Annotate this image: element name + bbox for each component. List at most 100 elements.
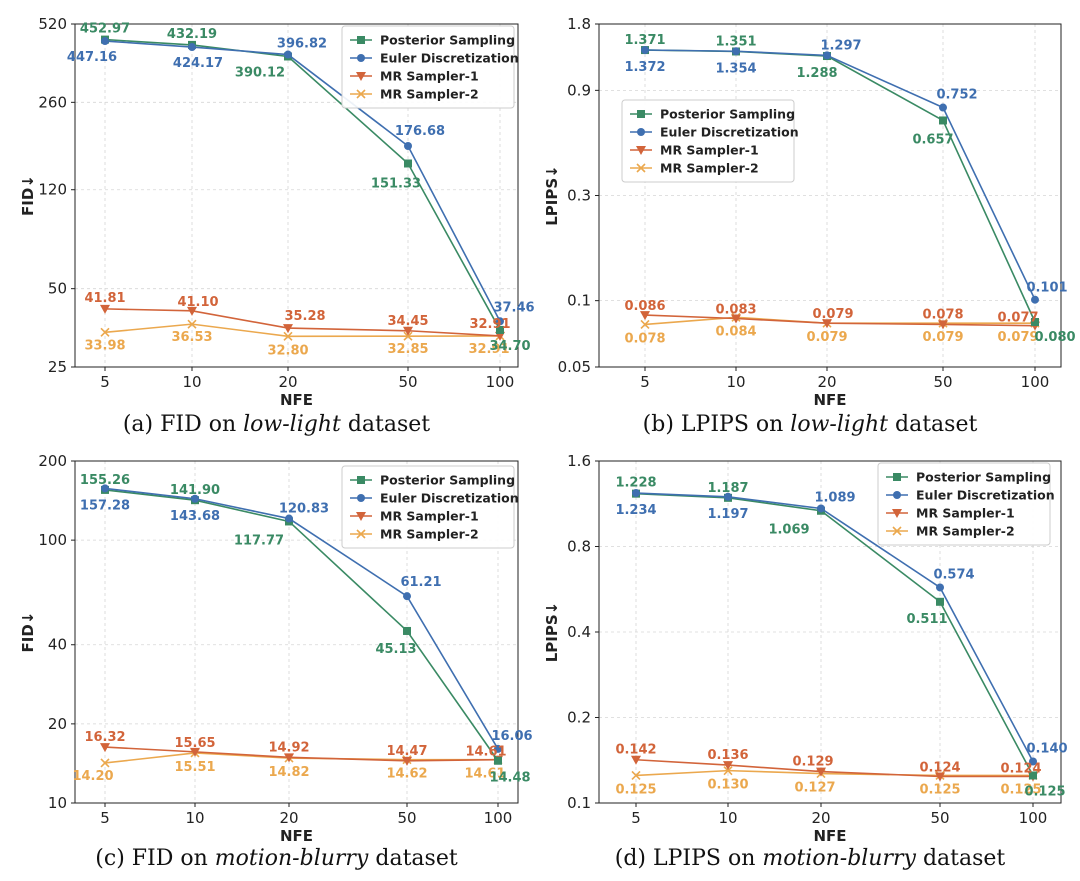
data-point-euler — [823, 51, 831, 60]
data-point-euler — [284, 50, 292, 59]
data-label-euler: 1.197 — [707, 507, 748, 522]
legend: Posterior Sampling Euler Discretization MR… — [341, 25, 519, 109]
caption-suffix: dataset — [888, 412, 977, 437]
data-point-mr2 — [283, 331, 293, 341]
legend-marker-mr1 — [892, 509, 902, 518]
data-label-posterior: 1.228 — [615, 476, 656, 491]
legend-marker-euler — [357, 54, 365, 62]
data-label-mr2: 32.80 — [267, 343, 308, 358]
y-tick-label: 200 — [38, 452, 67, 470]
data-label-mr1: 16.32 — [84, 730, 125, 745]
data-label-mr2: 15.51 — [174, 760, 215, 775]
legend-marker-euler — [893, 491, 901, 499]
y-tick-label: 520 — [38, 15, 67, 33]
data-label-posterior: 432.19 — [167, 27, 217, 42]
data-label-mr2: 0.125 — [919, 782, 960, 797]
data-label-euler: 396.82 — [277, 37, 327, 52]
data-label-mr2: 32.91 — [468, 342, 509, 357]
legend-marker-euler — [637, 128, 645, 136]
data-point-mr2 — [100, 327, 110, 337]
data-label-posterior: 117.77 — [234, 533, 284, 548]
y-tick-label: 260 — [38, 93, 67, 111]
x-tick-label: 10 — [718, 809, 737, 827]
x-tick-label: 100 — [1019, 809, 1048, 827]
legend-label-mr1: MR Sampler-1 — [660, 143, 759, 158]
data-point-mr2 — [100, 758, 110, 768]
legend: Posterior Sampling Euler Discretization MR… — [341, 465, 519, 549]
x-tick-label: 20 — [817, 373, 836, 391]
data-label-mr2: 0.125 — [615, 782, 656, 797]
data-label-mr1: 0.129 — [792, 755, 833, 770]
data-point-mr1 — [723, 761, 733, 771]
chart-panel-b: 0.05 0.1 0.3 0.9 1.8 5 10 20 50 100 NFE LPIPS↓ 0.078… — [543, 15, 1076, 437]
caption-dataset: low-light — [243, 412, 341, 437]
legend-label-euler: Euler Discretization — [916, 488, 1055, 503]
data-label-mr2: 33.98 — [84, 338, 125, 353]
data-label-mr1: 41.10 — [177, 295, 218, 310]
caption-suffix: dataset — [916, 846, 1005, 871]
data-point-euler — [641, 45, 649, 54]
data-label-euler: 61.21 — [400, 575, 441, 590]
data-point-posterior — [1029, 771, 1037, 780]
data-label-mr2: 0.079 — [997, 330, 1038, 345]
data-point-euler — [724, 492, 732, 501]
x-tick-label: 100 — [484, 809, 513, 827]
x-tick-label: 50 — [930, 809, 949, 827]
data-label-euler: 1.297 — [820, 38, 861, 53]
panel-caption: (b) LPIPS on low-light dataset — [643, 412, 978, 437]
x-axis-label: NFE — [280, 827, 313, 845]
chart-panel-c: 10 20 40 100 200 5 10 20 50 100 NFE FID↓ 14.20 15.51 1… — [19, 452, 533, 871]
x-tick-label: 20 — [278, 373, 297, 391]
data-label-mr1: 15.65 — [174, 736, 215, 751]
data-point-euler — [494, 744, 502, 753]
legend-marker-mr1 — [356, 512, 366, 521]
data-label-mr1: 0.077 — [997, 311, 1038, 326]
data-label-posterior: 141.90 — [170, 483, 220, 498]
data-point-euler — [101, 37, 109, 46]
y-tick-label: 0.3 — [567, 187, 591, 205]
data-point-euler — [632, 489, 640, 498]
data-label-mr2: 0.130 — [707, 778, 748, 793]
data-point-euler — [403, 592, 411, 601]
caption-suffix: dataset — [341, 412, 430, 437]
data-label-euler: 1.372 — [624, 60, 665, 75]
x-axis-label: NFE — [813, 391, 846, 409]
data-point-euler — [817, 504, 825, 513]
data-label-mr1: 0.086 — [624, 299, 665, 314]
y-axis-label: LPIPS↓ — [543, 165, 561, 226]
legend-label-mr2: MR Sampler-2 — [916, 524, 1015, 539]
data-label-mr2: 36.53 — [171, 330, 212, 345]
data-label-posterior: 1.069 — [768, 523, 809, 538]
x-tick-label: 10 — [726, 373, 745, 391]
caption-dataset: motion-blurry — [762, 846, 916, 871]
data-label-mr1: 14.92 — [268, 740, 309, 755]
data-point-euler — [1029, 757, 1037, 766]
data-label-mr1: 0.124 — [919, 760, 960, 775]
data-label-mr1: 0.124 — [1000, 761, 1041, 776]
data-point-mr2 — [631, 770, 641, 781]
data-point-mr1 — [495, 331, 505, 341]
legend-marker-mr2 — [892, 526, 902, 536]
data-label-posterior: 0.125 — [1024, 784, 1065, 799]
y-axis-label: LPIPS↓ — [543, 602, 561, 663]
data-label-mr2: 14.20 — [72, 769, 113, 784]
legend-marker-mr2 — [636, 163, 646, 173]
x-tick-label: 20 — [811, 809, 830, 827]
data-point-posterior — [404, 159, 412, 168]
data-label-euler: 0.574 — [933, 567, 974, 582]
x-tick-label: 5 — [100, 809, 110, 827]
legend-label-posterior: Posterior Sampling — [916, 470, 1051, 485]
data-point-euler — [496, 317, 504, 326]
plot-frame — [74, 460, 519, 804]
panel-caption: (d) LPIPS on motion-blurry dataset — [615, 846, 1006, 871]
data-point-mr2 — [723, 766, 733, 776]
data-label-mr1: 0.083 — [715, 302, 756, 317]
data-label-posterior: 0.657 — [912, 132, 953, 147]
data-label-euler: 157.28 — [80, 498, 130, 513]
data-label-posterior: 14.48 — [489, 771, 530, 786]
legend-label-euler: Euler Discretization — [380, 491, 519, 506]
y-tick-label: 100 — [38, 531, 67, 549]
data-label-mr1: 35.28 — [284, 309, 325, 324]
data-point-euler — [101, 484, 109, 493]
